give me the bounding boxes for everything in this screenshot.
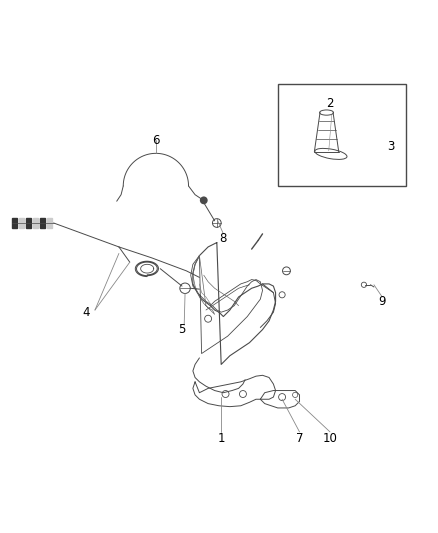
- Text: 6: 6: [152, 134, 159, 147]
- Polygon shape: [33, 218, 39, 228]
- Text: 9: 9: [378, 295, 386, 308]
- Text: 7: 7: [296, 432, 303, 445]
- Bar: [278, 84, 406, 186]
- Text: 5: 5: [178, 323, 186, 336]
- Polygon shape: [12, 218, 18, 228]
- Text: 1: 1: [217, 432, 225, 445]
- Text: 8: 8: [220, 232, 227, 245]
- Circle shape: [200, 197, 208, 204]
- Text: 4: 4: [82, 306, 90, 319]
- Polygon shape: [19, 218, 25, 228]
- Polygon shape: [47, 218, 52, 228]
- Polygon shape: [26, 218, 32, 228]
- Polygon shape: [40, 218, 46, 228]
- Text: 2: 2: [326, 97, 334, 110]
- Text: 3: 3: [387, 140, 395, 154]
- Text: 10: 10: [322, 432, 337, 445]
